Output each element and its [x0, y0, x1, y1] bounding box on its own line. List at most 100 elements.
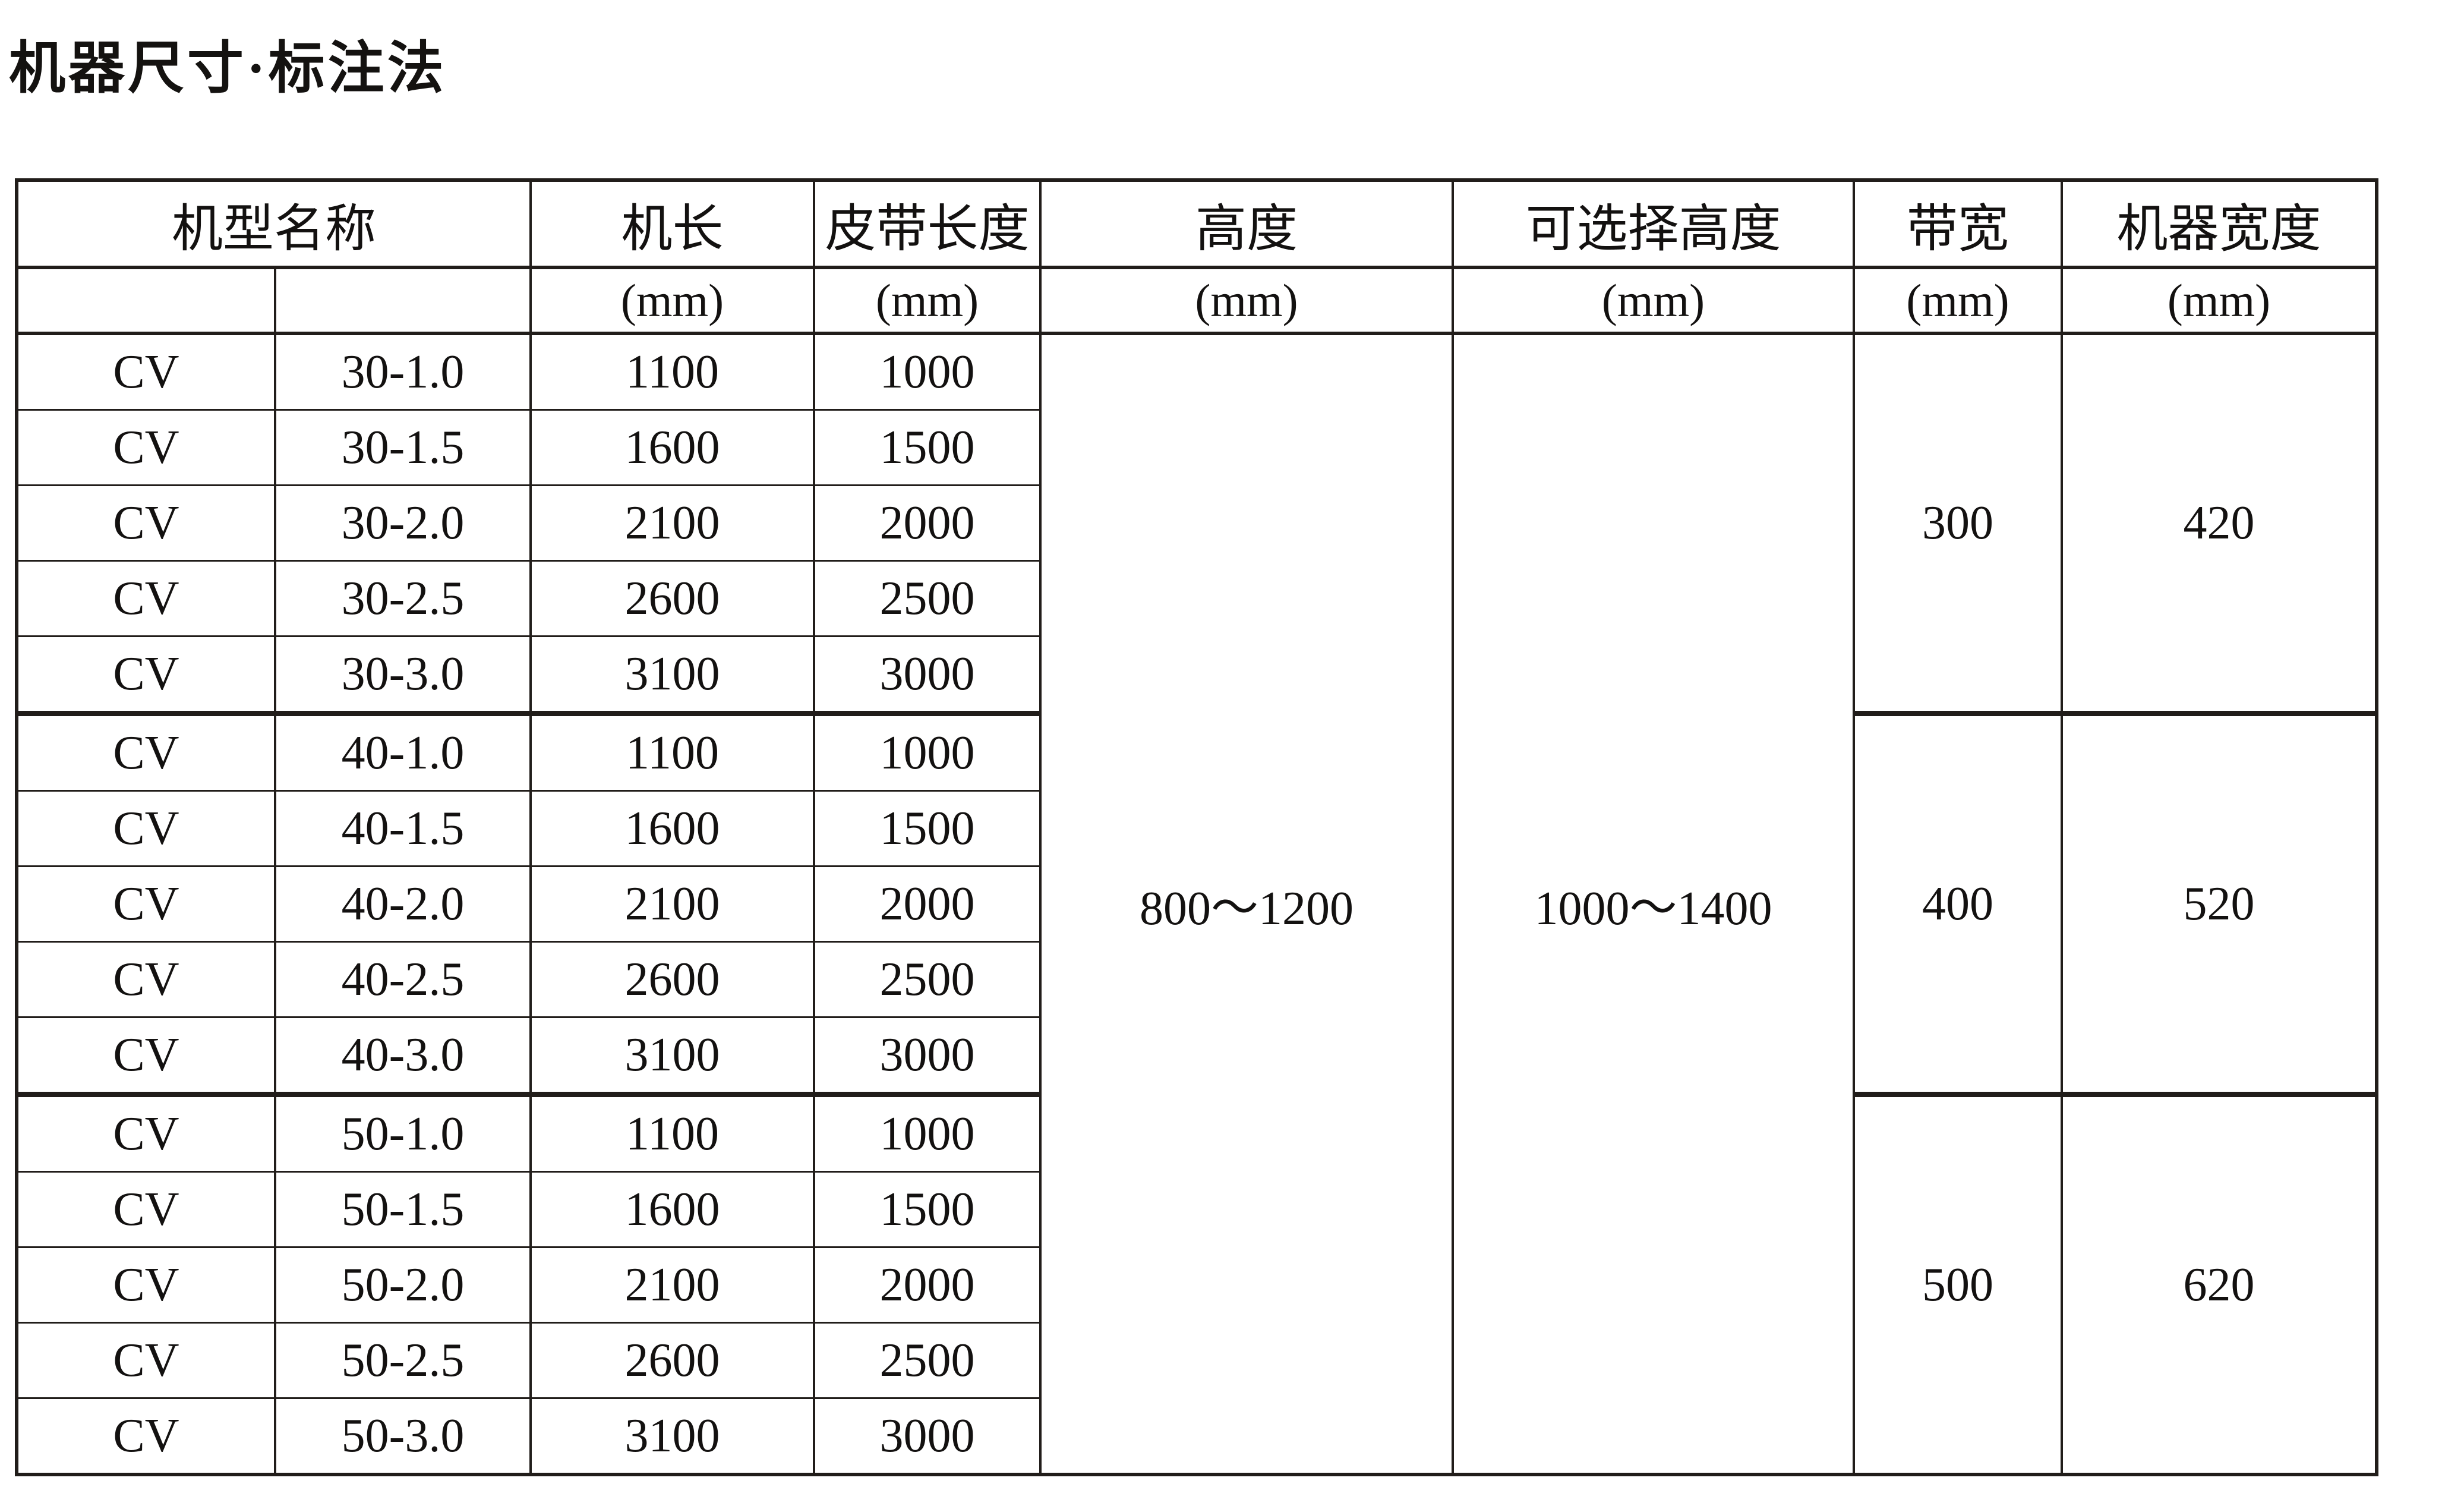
cell-model: 50-1.5: [274, 1171, 532, 1248]
cell-belt-length: 1000: [813, 332, 1042, 411]
cell-machine-length: 1600: [529, 1171, 815, 1248]
cell-machine-width-group-2: 520: [2061, 711, 2378, 1095]
cell-series: CV: [15, 332, 276, 411]
cell-series: CV: [15, 560, 276, 637]
cell-machine-length: 2100: [529, 484, 815, 562]
machine-dimension-table: 机型名称 机长 皮带长度 高度 可选择高度 带宽 机器宽度 (mm) (mm) …: [15, 178, 2378, 1476]
table-row: CV 30-1.0 1100 1000 800〜1200 1000〜1400 3…: [15, 332, 2378, 1476]
cell-belt-length: 1500: [813, 409, 1042, 486]
page-title: 机器尺寸·标注法: [9, 37, 447, 100]
cell-series: CV: [15, 1397, 276, 1476]
cell-series: CV: [15, 941, 276, 1018]
header-belt-width: 带宽: [1853, 179, 2063, 269]
cell-model: 30-1.0: [274, 332, 532, 411]
unit-cell-empty: [274, 266, 532, 335]
cell-machine-length: 3100: [529, 635, 815, 714]
cell-machine-length: 1100: [529, 1092, 815, 1173]
header-optional-height: 可选择高度: [1452, 179, 1855, 269]
cell-machine-length: 1600: [529, 409, 815, 486]
cell-machine-width-group-3: 620: [2061, 1092, 2378, 1476]
cell-machine-length: 2100: [529, 1246, 815, 1324]
cell-height-range: 800〜1200: [1039, 332, 1454, 1476]
cell-machine-width-group-1: 420: [2061, 332, 2378, 714]
cell-model: 40-1.5: [274, 790, 532, 867]
cell-series: CV: [15, 1322, 276, 1399]
table-row: CV 50-1.5 1600 1500: [15, 1171, 2377, 1248]
cell-belt-width-group-3: 500: [1853, 1092, 2063, 1476]
cell-machine-length: 2100: [529, 865, 815, 943]
cell-series: CV: [15, 865, 276, 943]
cell-model: 40-2.5: [274, 941, 532, 1018]
header-machine-length: 机长: [529, 179, 815, 269]
table-row: CV 30-2.5 2600 2500: [15, 560, 2377, 637]
cell-model: 50-2.0: [274, 1246, 532, 1324]
cell-model: 50-1.0: [274, 1092, 532, 1173]
cell-belt-length: 1000: [813, 711, 1042, 792]
unit-cell-mm: (mm): [2061, 266, 2378, 335]
cell-series: CV: [15, 790, 276, 867]
cell-belt-length: 2500: [813, 1322, 1042, 1399]
table-row: CV 40-1.0 1100 1000 400 520: [15, 711, 2378, 1095]
header-height: 高度: [1039, 179, 1454, 269]
table-row: CV 50-1.0 1100 1000 500 620: [15, 1092, 2378, 1476]
table-row: CV 50-2.5 2600 2500: [15, 1322, 2377, 1399]
cell-model: 30-2.5: [274, 560, 532, 637]
cell-belt-width-group-2: 400: [1853, 711, 2063, 1095]
header-machine-width: 机器宽度: [2061, 179, 2378, 269]
cell-machine-length: 2600: [529, 1322, 815, 1399]
table-row: CV 50-2.0 2100 2000: [15, 1246, 2377, 1324]
cell-belt-length: 1500: [813, 790, 1042, 867]
cell-series: CV: [15, 1092, 276, 1173]
cell-machine-length: 2600: [529, 941, 815, 1018]
cell-model: 30-3.0: [274, 635, 532, 714]
cell-belt-length: 2000: [813, 1246, 1042, 1324]
cell-belt-width-group-1: 300: [1853, 332, 2063, 714]
cell-model: 40-3.0: [274, 1016, 532, 1095]
cell-model: 40-2.0: [274, 865, 532, 943]
header-belt-length: 皮带长度: [813, 179, 1042, 269]
table-row: CV 30-2.0 2100 2000: [15, 484, 2377, 562]
cell-machine-length: 1100: [529, 332, 815, 411]
cell-series: CV: [15, 1246, 276, 1324]
cell-belt-length: 1000: [813, 1092, 1042, 1173]
cell-model: 40-1.0: [274, 711, 532, 792]
cell-belt-length: 2500: [813, 560, 1042, 637]
cell-model: 30-1.5: [274, 409, 532, 486]
cell-optional-height-range: 1000〜1400: [1452, 332, 1855, 1476]
table-row: CV 40-2.5 2600 2500: [15, 941, 2377, 1018]
cell-model: 50-2.5: [274, 1322, 532, 1399]
cell-series: CV: [15, 484, 276, 562]
table-row: CV 50-3.0 3100 3000: [15, 1397, 2377, 1476]
cell-belt-length: 1500: [813, 1171, 1042, 1248]
table-row: CV 30-3.0 3100 3000: [15, 635, 2377, 714]
cell-series: CV: [15, 409, 276, 486]
header-row: 机型名称 机长 皮带长度 高度 可选择高度 带宽 机器宽度: [15, 179, 2378, 269]
cell-model: 30-2.0: [274, 484, 532, 562]
cell-belt-length: 3000: [813, 635, 1042, 714]
table-row: CV 30-1.5 1600 1500: [15, 409, 2377, 486]
cell-machine-length: 3100: [529, 1397, 815, 1476]
cell-machine-length: 3100: [529, 1016, 815, 1095]
unit-cell-mm: (mm): [1039, 266, 1454, 335]
table-row: CV 40-2.0 2100 2000: [15, 865, 2377, 943]
table-row: CV 40-3.0 3100 3000: [15, 1016, 2377, 1095]
cell-belt-length: 2500: [813, 941, 1042, 1018]
cell-belt-length: 2000: [813, 484, 1042, 562]
cell-belt-length: 3000: [813, 1016, 1042, 1095]
header-model-name: 机型名称: [15, 179, 532, 269]
cell-machine-length: 1100: [529, 711, 815, 792]
cell-machine-length: 2600: [529, 560, 815, 637]
unit-cell-empty: [15, 266, 276, 335]
cell-series: CV: [15, 1016, 276, 1095]
table-row: CV 40-1.5 1600 1500: [15, 790, 2377, 867]
unit-cell-mm: (mm): [813, 266, 1042, 335]
unit-cell-mm: (mm): [529, 266, 815, 335]
cell-series: CV: [15, 635, 276, 714]
cell-machine-length: 1600: [529, 790, 815, 867]
unit-cell-mm: (mm): [1452, 266, 1855, 335]
cell-belt-length: 3000: [813, 1397, 1042, 1476]
cell-model: 50-3.0: [274, 1397, 532, 1476]
unit-cell-mm: (mm): [1853, 266, 2063, 335]
cell-series: CV: [15, 711, 276, 792]
cell-series: CV: [15, 1171, 276, 1248]
